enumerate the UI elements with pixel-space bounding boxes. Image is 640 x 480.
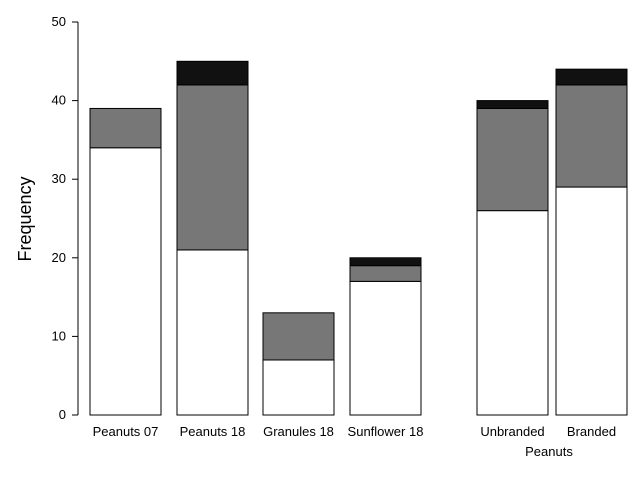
y-tick-label: 10 [52,328,66,343]
bar-segment [349,257,422,267]
bar-segment [176,84,249,251]
bar-segment [89,107,162,149]
y-tick-label: 0 [59,407,66,422]
bar-segment [349,265,422,282]
category-label: Peanuts 07 [93,424,159,439]
y-tick-label: 50 [52,14,66,29]
category-labels: Peanuts 07 Peanuts 18 Granules 18 Sunflower… [93,424,616,439]
bar-segment [476,210,549,416]
y-tick-label: 20 [52,250,66,265]
bar-segment [176,60,249,86]
category-label: Peanuts 18 [180,424,246,439]
bar-segment [555,186,628,416]
bar-segment [89,147,162,416]
bar-segment [176,249,249,416]
category-label: Branded [567,424,616,439]
bar-segment [555,68,628,86]
y-tick-label: 30 [52,171,66,186]
y-axis-title: Frequency [15,176,35,261]
bar-segment [476,107,549,212]
y-tick-label: 40 [52,93,66,108]
bar-segment [476,100,549,109]
bar-segment [262,312,335,361]
bar-segment [262,359,335,416]
category-label: Granules 18 [263,424,334,439]
bar-segment [555,84,628,188]
bars [89,60,628,416]
group-label-peanuts: Peanuts [525,444,573,459]
category-label: Unbranded [480,424,544,439]
category-label: Sunflower 18 [348,424,424,439]
y-ticks: 0 10 20 30 40 50 [52,14,78,422]
bar-segment [349,280,422,416]
